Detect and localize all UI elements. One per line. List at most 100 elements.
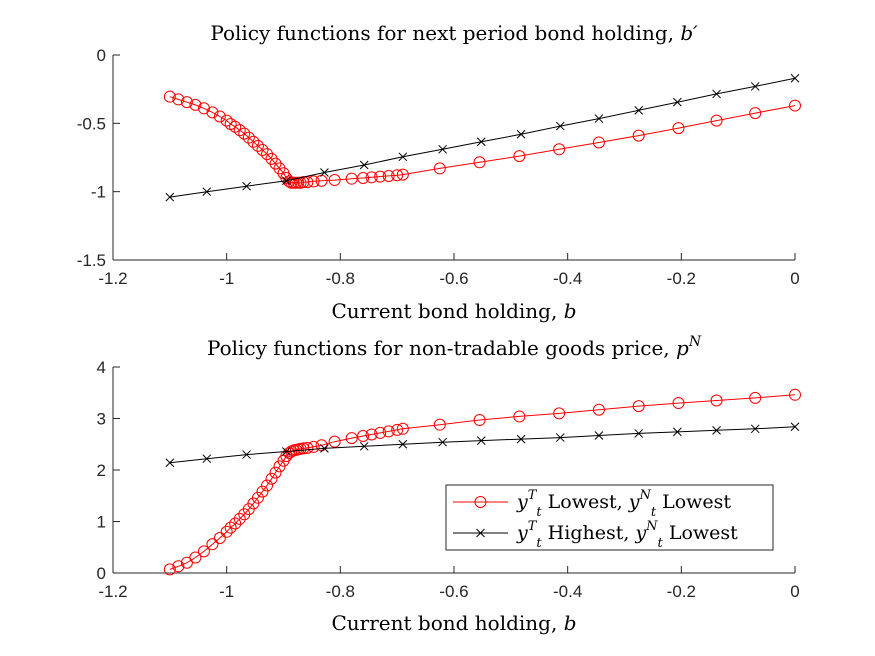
series-0-point [256, 485, 269, 498]
legend-sub: t [651, 505, 657, 520]
series-0-point [229, 517, 242, 530]
series-0-point [396, 422, 409, 435]
series-0-point [433, 162, 446, 175]
y-tick-label: -0.5 [77, 114, 106, 133]
series-0-point [233, 512, 246, 525]
x-axis-label: Current bond holding, b [331, 299, 576, 323]
series-1-point [476, 436, 486, 445]
legend-sup: N [638, 488, 651, 503]
series-1-point [165, 458, 175, 468]
series-0-point [632, 129, 645, 142]
x-tick-label: -0.6 [439, 582, 468, 601]
series-0-point [365, 171, 378, 184]
series-1-point [750, 82, 760, 91]
x-tick-label: -0.4 [553, 269, 582, 288]
series-0-point [197, 545, 210, 558]
legend-sup: T [528, 488, 538, 503]
legend-math: y [634, 522, 646, 544]
series-0-point [382, 425, 395, 438]
series-0-point [163, 563, 176, 576]
series-0-point [172, 560, 185, 573]
x-tick-label: -0.8 [326, 269, 355, 288]
series-0-point [297, 442, 310, 455]
y-tick-label: 0 [97, 564, 106, 583]
series-0-point [396, 168, 409, 181]
y-tick-label: 3 [97, 410, 106, 429]
series-1-point [359, 160, 369, 170]
series-0-point [328, 174, 341, 187]
series-1-line [169, 77, 796, 198]
series-0-point [374, 426, 387, 439]
chart-title-math: b′ [680, 21, 698, 45]
series-0-point [242, 131, 255, 144]
series-1-point [673, 427, 682, 437]
legend-marker-0 [474, 496, 487, 508]
series-0-point [206, 106, 219, 119]
chart-title-text: Policy functions for next period bond ho… [210, 21, 680, 45]
x-tick-label: 0 [790, 269, 799, 288]
legend-text: Highest, [542, 522, 636, 544]
series-0-point [180, 96, 193, 109]
series-1-point [634, 429, 644, 438]
series-1-point [438, 437, 447, 447]
x-axis-label-math: b [564, 299, 577, 323]
series-0-point [513, 410, 526, 423]
x-axis-label: Current bond holding, b [331, 611, 576, 635]
legend-text: Lowest, [542, 491, 629, 513]
series-1-point [712, 89, 721, 99]
series-0-point [256, 143, 269, 156]
series-0-point [265, 472, 278, 485]
series-0-point [710, 394, 723, 407]
series-1-point [750, 424, 760, 434]
legend-marker-1 [476, 528, 485, 538]
series-0-point [374, 170, 387, 183]
legend-sup: N [645, 519, 658, 534]
series-0-point [233, 124, 246, 137]
series-1-point [516, 129, 526, 139]
y-tick-label: 4 [97, 358, 106, 377]
series-0-point [382, 169, 395, 182]
series-0-point [163, 90, 176, 103]
series-0-point [220, 525, 233, 538]
chart-title: Policy functions for next period bond ho… [210, 21, 698, 45]
series-0-point [749, 391, 762, 404]
x-tick-label: -0.2 [667, 269, 696, 288]
y-tick-label: 2 [97, 461, 106, 480]
series-1-point [476, 137, 486, 147]
series-0-point [328, 435, 341, 448]
legend-sup: T [528, 519, 538, 534]
series-1-point [673, 97, 682, 107]
series-0-point [672, 122, 685, 135]
series-0-point [213, 531, 226, 544]
legend-math: y [628, 491, 640, 513]
series-0-point [473, 414, 486, 427]
series-0-point [301, 441, 314, 454]
series-0-point [238, 127, 251, 140]
x-tick-label: -0.2 [667, 582, 696, 601]
series-0-point [189, 551, 202, 564]
legend-math: y [516, 491, 528, 513]
series-0-point [357, 172, 370, 184]
series-0-point [789, 388, 801, 401]
legend-label-1: yTt Highest, yNt Lowest [516, 519, 738, 551]
series-0-point [357, 430, 370, 443]
series-1-point [320, 444, 329, 453]
series-0-point [749, 107, 762, 120]
series-0-point [513, 150, 526, 163]
chart-title-text: Policy functions for non-tradable goods … [207, 336, 676, 360]
bottom-panel: -1.2 -1 -0.8 -0.6 -0.4 -0.2 0 0 1 2 3 4 Policy funct… [97, 334, 801, 635]
y-tick-label: 1 [97, 513, 106, 532]
series-0-point [553, 407, 566, 420]
series-0-point [592, 403, 605, 416]
x-axis-label-math: b [564, 611, 577, 635]
series-0-point [433, 418, 446, 431]
legend-sub: t [536, 536, 542, 551]
series-0-point [789, 99, 801, 112]
y-tick-label: -1 [91, 183, 106, 202]
series-1-point [790, 73, 800, 83]
y-tick-label: -1.5 [77, 251, 106, 270]
series-0-point [189, 98, 202, 111]
series-1-point [516, 434, 526, 444]
series-0-point [224, 521, 237, 534]
